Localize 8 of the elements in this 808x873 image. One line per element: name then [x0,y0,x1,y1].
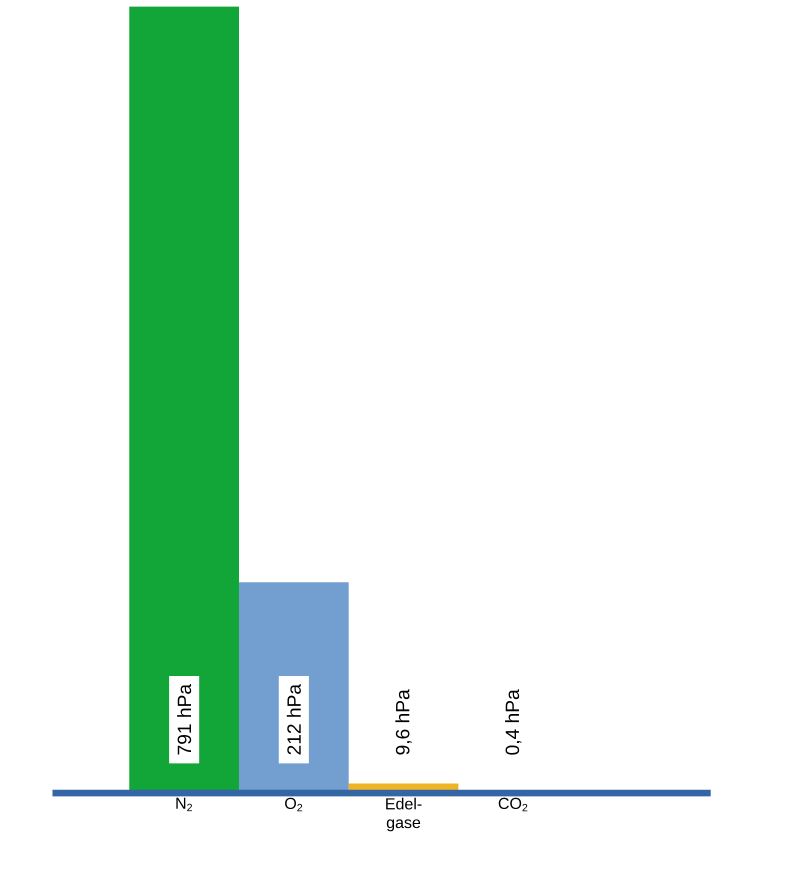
data-label: 0,4 hPa [505,689,522,755]
data-label: 9,6 hPa [396,689,412,755]
x-tick-label: Edel-gase [386,798,422,832]
x-tick-label: O$_{2}$ [285,798,302,812]
data-label: 791 hPa [177,684,192,754]
x-tick-label: CO$_{2}$ [498,798,528,812]
x-tick-label: N$_{2}$ [176,798,192,812]
data-label: 212 hPa [286,684,302,754]
